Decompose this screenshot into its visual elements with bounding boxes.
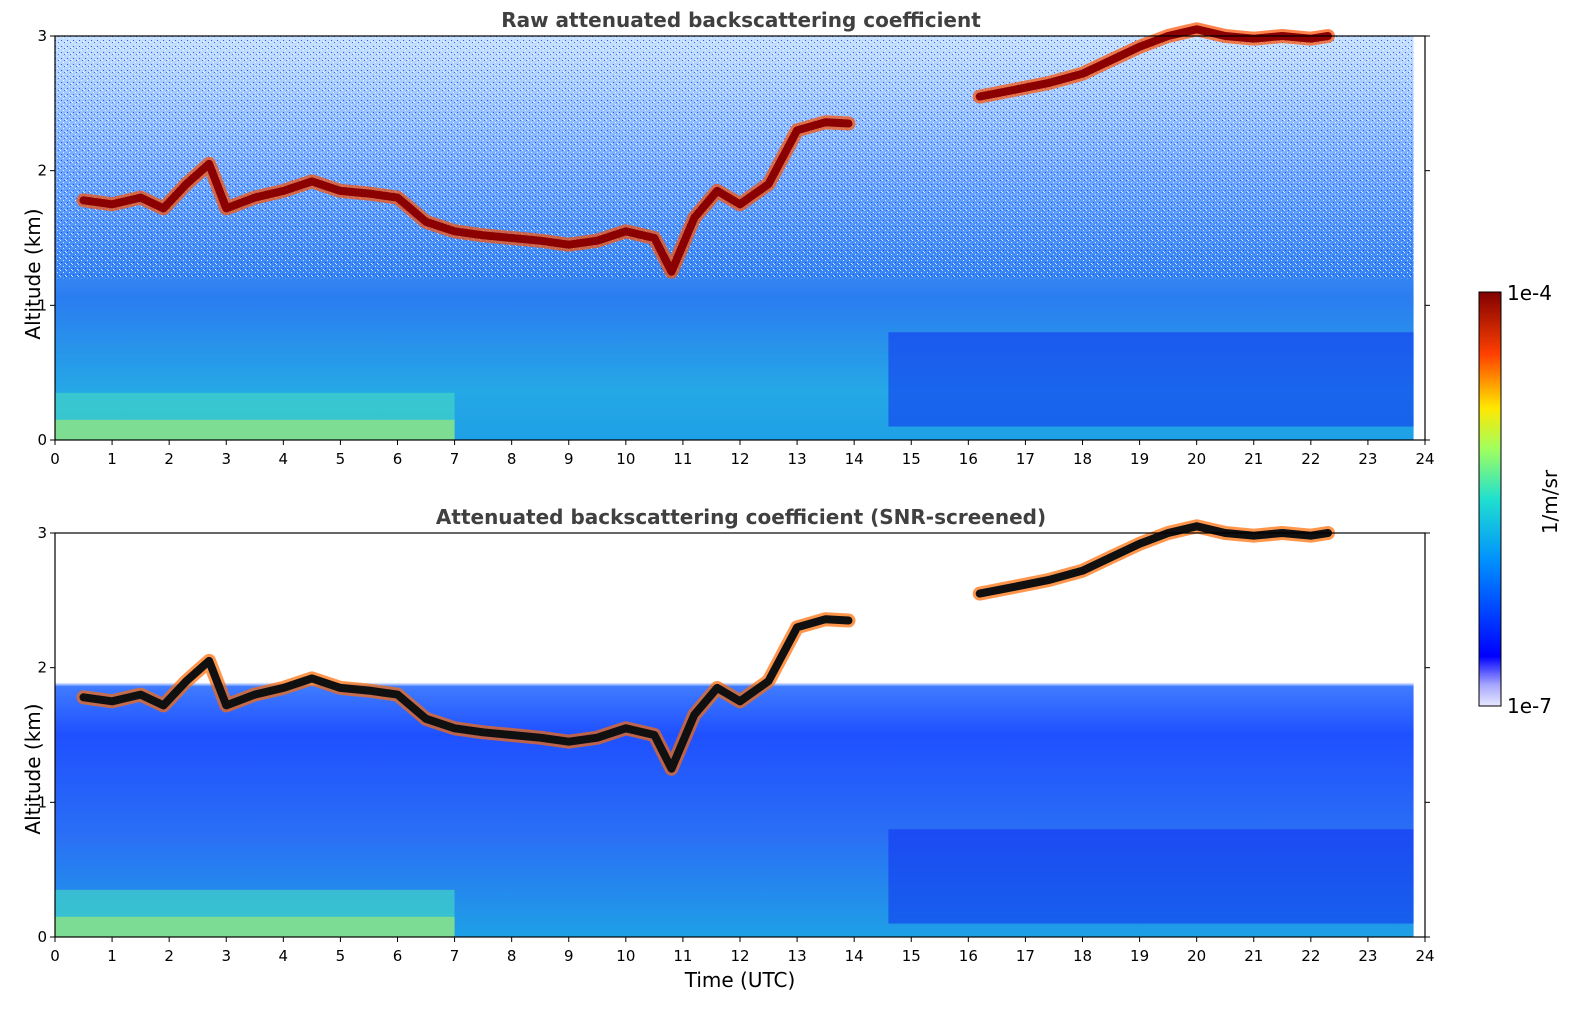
bottom-y-tick-label-2: 2 <box>37 659 47 677</box>
bottom-x-tick-label-15: 15 <box>902 947 921 965</box>
bottom-x-tick-label-6: 6 <box>393 947 403 965</box>
top-x-tick-label-18: 18 <box>1073 450 1092 468</box>
top-x-tick-label-9: 9 <box>564 450 574 468</box>
top-x-tick-label-6: 6 <box>393 450 403 468</box>
bottom-x-tick-label-11: 11 <box>673 947 692 965</box>
bottom-x-tick-label-13: 13 <box>788 947 807 965</box>
bottom-surface-layer <box>55 916 455 937</box>
bottom-x-tick-label-17: 17 <box>1016 947 1035 965</box>
bottom-x-tick-label-1: 1 <box>107 947 117 965</box>
bottom-x-tick-label-22: 22 <box>1301 947 1320 965</box>
top-chart-title: Raw attenuated backscattering coefficien… <box>501 8 981 32</box>
top-x-tick-label-22: 22 <box>1301 450 1320 468</box>
bottom-chart-title: Attenuated backscattering coefficient (S… <box>435 505 1047 529</box>
bottom-x-tick-label-4: 4 <box>279 947 289 965</box>
top-x-tick-label-5: 5 <box>336 450 346 468</box>
top-x-tick-label-17: 17 <box>1016 450 1035 468</box>
top-y-tick-label-3: 3 <box>37 27 47 45</box>
bottom-x-tick-label-23: 23 <box>1358 947 1377 965</box>
bottom-y-axis-label: Altitude (km) <box>21 703 45 835</box>
top-x-tick-label-24: 24 <box>1415 450 1434 468</box>
top-x-tick-label-16: 16 <box>959 450 978 468</box>
bottom-x-tick-label-10: 10 <box>616 947 635 965</box>
bottom-x-tick-label-0: 0 <box>50 947 60 965</box>
bottom-y-tick-label-3: 3 <box>37 524 47 542</box>
top-x-tick-label-8: 8 <box>507 450 517 468</box>
bottom-x-tick-label-8: 8 <box>507 947 517 965</box>
top-x-tick-label-3: 3 <box>221 450 231 468</box>
top-cloud-layer-0 <box>79 118 853 276</box>
top-y-tick-label-0: 0 <box>37 431 47 449</box>
bottom-x-tick-label-7: 7 <box>450 947 460 965</box>
bottom-x-tick-label-19: 19 <box>1130 947 1149 965</box>
x-axis-label: Time (UTC) <box>684 968 796 992</box>
bottom-x-tick-label-2: 2 <box>164 947 174 965</box>
top-y-tick-label-2: 2 <box>37 162 47 180</box>
top-x-tick-label-20: 20 <box>1187 450 1206 468</box>
top-noise-region <box>55 36 1414 279</box>
top-x-tick-label-14: 14 <box>845 450 864 468</box>
top-x-tick-label-11: 11 <box>673 450 692 468</box>
bottom-x-tick-label-16: 16 <box>959 947 978 965</box>
colorbar-unit-label: 1/m/sr <box>1538 469 1562 535</box>
colorbar-min-label: 1e-7 <box>1507 694 1552 718</box>
bottom-y-tick-label-1: 1 <box>37 793 47 811</box>
bottom-boundary-layer-region <box>888 829 1414 924</box>
bottom-x-tick-label-3: 3 <box>221 947 231 965</box>
colorbar-bar <box>1478 291 1502 707</box>
bottom-x-tick-label-20: 20 <box>1187 947 1206 965</box>
top-boundary-layer-region <box>888 332 1414 427</box>
colorbar-max-label: 1e-4 <box>1507 281 1552 305</box>
top-x-tick-label-7: 7 <box>450 450 460 468</box>
bottom-x-tick-label-21: 21 <box>1244 947 1263 965</box>
top-x-tick-label-23: 23 <box>1358 450 1377 468</box>
top-x-tick-label-13: 13 <box>788 450 807 468</box>
bottom-x-tick-label-14: 14 <box>845 947 864 965</box>
top-x-tick-label-1: 1 <box>107 450 117 468</box>
top-x-tick-label-12: 12 <box>730 450 749 468</box>
top-x-tick-label-21: 21 <box>1244 450 1263 468</box>
bottom-cloud-layer-0 <box>79 615 853 773</box>
top-x-tick-label-10: 10 <box>616 450 635 468</box>
top-x-tick-label-19: 19 <box>1130 450 1149 468</box>
top-x-tick-label-4: 4 <box>279 450 289 468</box>
top-x-tick-label-0: 0 <box>50 450 60 468</box>
bottom-x-tick-label-24: 24 <box>1415 947 1434 965</box>
bottom-x-tick-label-5: 5 <box>336 947 346 965</box>
top-x-tick-label-15: 15 <box>902 450 921 468</box>
top-x-tick-label-2: 2 <box>164 450 174 468</box>
bottom-x-tick-label-9: 9 <box>564 947 574 965</box>
top-y-tick-label-1: 1 <box>37 296 47 314</box>
bottom-y-tick-label-0: 0 <box>37 928 47 946</box>
bottom-x-tick-label-18: 18 <box>1073 947 1092 965</box>
top-surface-layer <box>55 419 455 440</box>
bottom-x-tick-label-12: 12 <box>730 947 749 965</box>
